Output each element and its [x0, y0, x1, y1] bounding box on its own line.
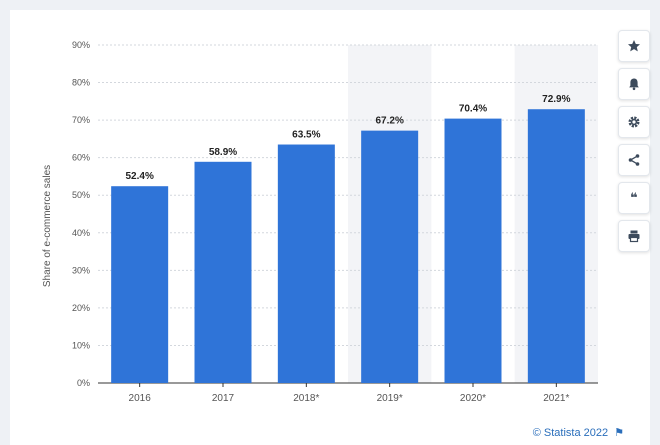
bar-value-label: 63.5% — [292, 130, 320, 141]
x-tick-label: 2018* — [293, 393, 319, 404]
bar-value-label: 58.9% — [209, 147, 237, 158]
bar — [527, 109, 585, 383]
y-tick-label: 50% — [72, 190, 90, 200]
y-axis-label: Share of e-commerce sales — [42, 165, 53, 287]
chart-toolbar: ❝ — [618, 30, 650, 258]
bar-value-label: 70.4% — [459, 104, 487, 115]
bar — [277, 144, 335, 383]
x-tick-label: 2016 — [129, 393, 152, 404]
bar-value-label: 67.2% — [375, 116, 403, 127]
x-tick-label: 2020* — [460, 393, 486, 404]
quote-icon: ❝ — [630, 190, 638, 206]
notification-button[interactable] — [618, 68, 650, 100]
bar — [444, 118, 502, 383]
y-tick-label: 60% — [72, 153, 90, 163]
bar-chart: 0% 10% 20% 30% 40% 50% 60% 70% 80% 90% 52.4% 58.9%… — [42, 40, 598, 404]
bar — [361, 130, 419, 383]
bar — [194, 161, 252, 383]
share-button[interactable] — [618, 144, 650, 176]
x-tick-label: 2019* — [377, 393, 403, 404]
share-icon — [628, 154, 640, 166]
favorite-button[interactable] — [618, 30, 650, 62]
y-tick-label: 70% — [72, 115, 90, 125]
y-tick-label: 80% — [72, 78, 90, 88]
y-tick-label: 40% — [72, 228, 90, 238]
y-tick-label: 10% — [72, 340, 90, 350]
chart-card: 0% 10% 20% 30% 40% 50% 60% 70% 80% 90% 52.4% 58.9%… — [10, 10, 650, 445]
y-tick-label: 0% — [77, 378, 90, 388]
settings-button[interactable] — [618, 106, 650, 138]
star-icon — [628, 40, 640, 52]
bar-value-label: 52.4% — [125, 171, 153, 182]
cite-button[interactable]: ❝ — [618, 182, 650, 214]
print-button[interactable] — [618, 220, 650, 252]
y-tick-label: 30% — [72, 265, 90, 275]
statista-credit-link[interactable]: © Statista 2022 — [532, 426, 609, 439]
y-tick-label: 20% — [72, 303, 90, 313]
footer: © Statista 2022 ⚑ — [532, 426, 624, 440]
bar-value-label: 72.9% — [542, 94, 570, 105]
print-icon — [628, 230, 640, 243]
y-tick-label: 90% — [72, 40, 90, 50]
flag-icon[interactable]: ⚑ — [614, 427, 624, 439]
bar — [111, 186, 169, 383]
x-tick-label: 2021* — [543, 393, 569, 404]
x-tick-label: 2017 — [212, 393, 235, 404]
gear-icon — [628, 116, 640, 128]
bell-icon — [629, 78, 639, 91]
